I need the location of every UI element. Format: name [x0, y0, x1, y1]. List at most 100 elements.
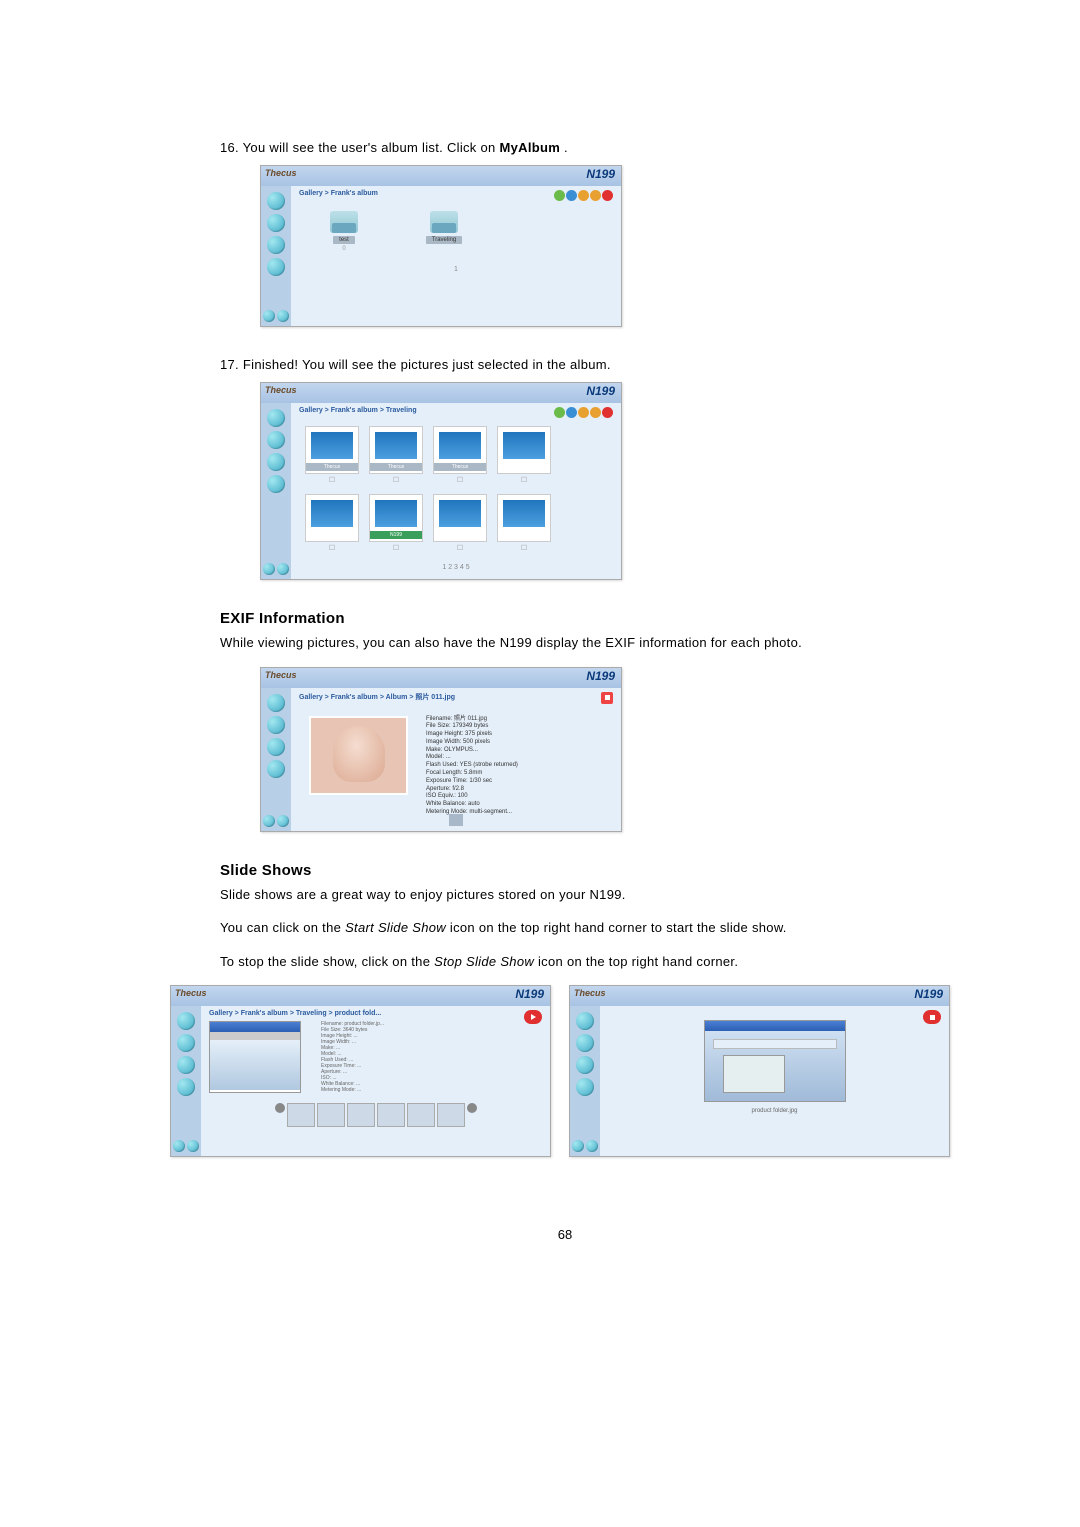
slideshow-image	[704, 1020, 846, 1102]
thumbnail[interactable]: ☐	[497, 494, 551, 552]
screenshot-main: product folder.jpg	[600, 1006, 949, 1156]
help-icon[interactable]	[576, 1078, 594, 1096]
pager: 1 2 3 4 5	[299, 560, 613, 575]
help-icon[interactable]	[177, 1078, 195, 1096]
home-icon[interactable]	[267, 409, 285, 427]
home-icon[interactable]	[177, 1012, 195, 1030]
prev-icon[interactable]	[263, 563, 275, 575]
album-folder[interactable]: test 0	[319, 211, 369, 252]
home-icon[interactable]	[267, 192, 285, 210]
folder-icon	[330, 211, 358, 233]
next-icon[interactable]	[187, 1140, 199, 1152]
toolbar-icon[interactable]	[602, 190, 613, 201]
brand-logo: Thecus	[265, 385, 297, 395]
step-text: You will see the user's album list. Clic…	[243, 140, 500, 155]
stop-slideshow-icon[interactable]	[601, 692, 613, 704]
exif-photo	[309, 716, 408, 795]
thumbnail[interactable]: N199☐	[369, 494, 423, 552]
prev-icon[interactable]	[572, 1140, 584, 1152]
slideshow-p1: Slide shows are a great way to enjoy pic…	[220, 885, 910, 905]
toolbar-icon[interactable]	[554, 407, 565, 418]
model-label: N199	[586, 167, 615, 181]
help-icon[interactable]	[267, 760, 285, 778]
settings-icon[interactable]	[267, 738, 285, 756]
step-number: 17.	[220, 357, 243, 372]
heading-slideshow: Slide Shows	[220, 862, 910, 879]
prev-icon[interactable]	[263, 310, 275, 322]
next-icon[interactable]	[277, 310, 289, 322]
thumbnail[interactable]	[437, 1103, 465, 1127]
toolbar-icon[interactable]	[590, 190, 601, 201]
settings-icon[interactable]	[576, 1056, 594, 1074]
heading-exif: EXIF Information	[220, 610, 910, 627]
next-icon[interactable]	[586, 1140, 598, 1152]
screenshot-sidebar	[171, 1006, 201, 1156]
prev-icon[interactable]	[263, 815, 275, 827]
screenshot-header: Thecus N199	[261, 166, 621, 186]
next-icon[interactable]	[277, 815, 289, 827]
album-icon[interactable]	[576, 1034, 594, 1052]
thumbnail[interactable]: Thecus☐	[369, 426, 423, 484]
toolbar-icon[interactable]	[590, 407, 601, 418]
start-slideshow-icon[interactable]	[524, 1010, 542, 1024]
screenshot-sidebar	[261, 688, 291, 831]
exif-data: Filename: product folder.jp... File Size…	[313, 1021, 384, 1099]
breadcrumb: Gallery > Frank's album > Album > 照片 011…	[299, 692, 613, 702]
screenshot-stop-slideshow: Thecus N199	[569, 985, 950, 1157]
step-number: 16.	[220, 140, 243, 155]
help-icon[interactable]	[267, 475, 285, 493]
screenshot-sidebar	[261, 186, 291, 326]
thumbnail[interactable]	[317, 1103, 345, 1127]
thumbnail[interactable]	[407, 1103, 435, 1127]
thumbnail[interactable]: Thecus☐	[433, 426, 487, 484]
screenshot-main: Gallery > Frank's album > Traveling Thec…	[291, 403, 621, 579]
album-folder[interactable]: Traveling	[419, 211, 469, 252]
folder-count: 0	[342, 246, 345, 252]
settings-icon[interactable]	[267, 453, 285, 471]
album-icon[interactable]	[267, 431, 285, 449]
toolbar-icon[interactable]	[602, 407, 613, 418]
album-icon[interactable]	[267, 214, 285, 232]
toolbar-icon[interactable]	[566, 190, 577, 201]
thumbnail[interactable]: ☐	[433, 494, 487, 552]
home-icon[interactable]	[576, 1012, 594, 1030]
toolbar-icon[interactable]	[566, 407, 577, 418]
toolbar-icon[interactable]	[554, 190, 565, 201]
help-icon[interactable]	[267, 258, 285, 276]
screenshot-main: Gallery > Frank's album test 0	[291, 186, 621, 326]
model-label: N199	[586, 384, 615, 398]
toolbar	[554, 190, 613, 201]
settings-icon[interactable]	[267, 236, 285, 254]
toolbar-icon[interactable]	[578, 407, 589, 418]
bottom-thumb-icon[interactable]	[449, 814, 463, 826]
album-icon[interactable]	[177, 1034, 195, 1052]
next-icon[interactable]	[277, 563, 289, 575]
thumbnail[interactable]: Thecus☐	[305, 426, 359, 484]
brand-logo: Thecus	[574, 988, 606, 998]
prev-icon[interactable]	[173, 1140, 185, 1152]
page-number: 68	[220, 1227, 910, 1242]
thumbnail[interactable]: ☐	[497, 426, 551, 484]
prev-icon[interactable]	[275, 1103, 285, 1113]
screenshot-main: Gallery > Frank's album > Album > 照片 011…	[291, 688, 621, 831]
screenshot-exif: Thecus N199 Gallery > Frank's album > Al…	[260, 667, 622, 832]
screenshot-sidebar	[570, 1006, 600, 1156]
screenshot-header: Thecus N199	[171, 986, 550, 1006]
thumbnail[interactable]: ☐	[305, 494, 359, 552]
thumbnail[interactable]	[347, 1103, 375, 1127]
album-icon[interactable]	[267, 716, 285, 734]
toolbar	[554, 407, 613, 418]
thumbnail[interactable]	[377, 1103, 405, 1127]
breadcrumb: Gallery > Frank's album > Traveling > pr…	[209, 1010, 542, 1017]
text: icon on the top right hand corner to sta…	[450, 920, 787, 935]
home-icon[interactable]	[267, 694, 285, 712]
folder-label: Traveling	[426, 236, 462, 244]
toolbar-icon[interactable]	[578, 190, 589, 201]
text: icon on the top right hand corner.	[538, 954, 738, 969]
settings-icon[interactable]	[177, 1056, 195, 1074]
screenshot-header: Thecus N199	[570, 986, 949, 1006]
text: To stop the slide show, click on the	[220, 954, 434, 969]
stop-slideshow-icon[interactable]	[923, 1010, 941, 1024]
next-icon[interactable]	[467, 1103, 477, 1113]
thumbnail[interactable]	[287, 1103, 315, 1127]
